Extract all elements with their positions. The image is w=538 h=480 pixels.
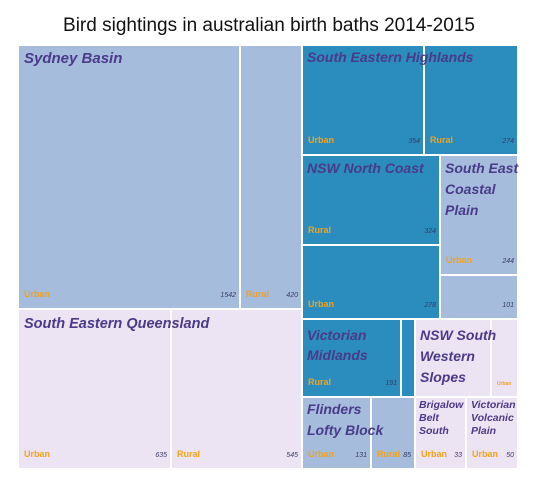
treemap-cell[interactable] [239,44,303,310]
region-name-label: South East [445,160,519,176]
region-name-label: Flinders [307,401,362,417]
cell-value-label: 50 [506,452,514,459]
treemap-cell[interactable] [17,308,172,470]
treemap-cell[interactable] [400,318,416,398]
cell-value-label: 33 [454,452,462,459]
region-sydney-basin[interactable]: Urban 1542 Rural 420 Sydney Basin [17,44,303,310]
region-name-label: NSW South [420,327,496,343]
region-south-east-coastal-plain[interactable]: Urban 244 101 South East Coastal Plain [439,154,519,320]
region-name-label: Victorian [307,327,366,343]
cell-value-label: 85 [403,452,411,459]
cell-category-label: Urban [446,255,472,265]
cell-category-label: Rural [246,289,269,299]
treemap-cell[interactable] [301,318,402,398]
cell-value-label: 101 [502,302,514,309]
region-name-label: Volcanic [471,412,514,424]
region-name-label: NSW North Coast [307,160,425,176]
cell-category-label: Rural [308,225,331,235]
cell-value-label: 131 [355,452,367,459]
treemap-cell[interactable] [414,396,467,470]
region-name-label: Slopes [420,369,466,385]
cell-value-label: 1542 [220,292,236,299]
region-name-label: Plain [471,425,496,437]
cell-category-label: Urban [308,299,334,309]
cell-value-label: 191 [385,380,397,387]
cell-category-label: Urban [308,135,334,145]
cell-value-label: 278 [423,302,436,309]
treemap-cell[interactable] [17,44,241,310]
treemap-cell[interactable] [370,396,416,470]
treemap-cell[interactable] [439,154,519,276]
cell-category-label: Urban [472,449,498,459]
cell-value-label: 274 [501,138,514,145]
region-name-label: Belt [419,412,439,424]
cell-category-label: Rural [177,449,200,459]
treemap-cell[interactable] [439,274,519,320]
cell-category-label: Rural [430,135,453,145]
region-name-label: Plain [445,202,478,218]
chart-title: Bird sightings in australian birth baths… [63,15,475,36]
region-nsw-north-coast[interactable]: Rural 324 Urban 278 NSW North Coast [301,154,441,320]
region-name-label: Lofty Block [307,422,384,438]
region-south-eastern-queensland[interactable]: Urban 635 Rural 545 South Eastern Queensland [17,308,303,470]
treemap-cell[interactable] [170,308,303,470]
treemap-cell[interactable] [490,318,519,398]
region-name-label: Sydney Basin [24,50,122,67]
treemap-cell[interactable] [414,318,492,398]
region-nsw-south-western-slopes[interactable]: Urban NSW South Western Slopes [414,318,519,398]
cell-category-label: Urban [497,381,511,387]
cell-category-label: Urban [308,449,334,459]
cell-category-label: Urban [421,449,447,459]
region-name-label: South Eastern Highlands [307,49,474,65]
cell-value-label: 635 [155,452,167,459]
region-name-label: South Eastern Queensland [24,316,210,332]
region-name-label: Victorian [471,399,516,411]
cell-category-label: Rural [377,449,400,459]
region-name-label: Brigalow [419,399,464,411]
treemap-cell[interactable] [301,396,372,470]
cell-value-label: 354 [408,138,420,145]
cell-value-label: 244 [501,258,514,265]
region-flinders-lofty-block[interactable]: Urban 131 Rural 85 Flinders Lofty Block [301,396,416,470]
cell-value-label: 545 [286,452,298,459]
region-victorian-midlands[interactable]: Rural 191 Victorian Midlands [301,318,416,398]
cell-value-label: 420 [286,292,298,299]
cell-value-label: 324 [424,228,436,235]
cell-category-label: Rural [308,377,331,387]
treemap-cell[interactable] [465,396,519,470]
region-name-label: Midlands [307,347,368,363]
cell-category-label: Urban [24,289,50,299]
region-name-label: Coastal [445,181,497,197]
cell-category-label: Urban [24,449,50,459]
region-south-eastern-highlands[interactable]: Urban 354 Rural 274 South Eastern Highlands [301,44,519,156]
region-name-label: Western [420,348,475,364]
region-name-label: South [419,425,449,437]
